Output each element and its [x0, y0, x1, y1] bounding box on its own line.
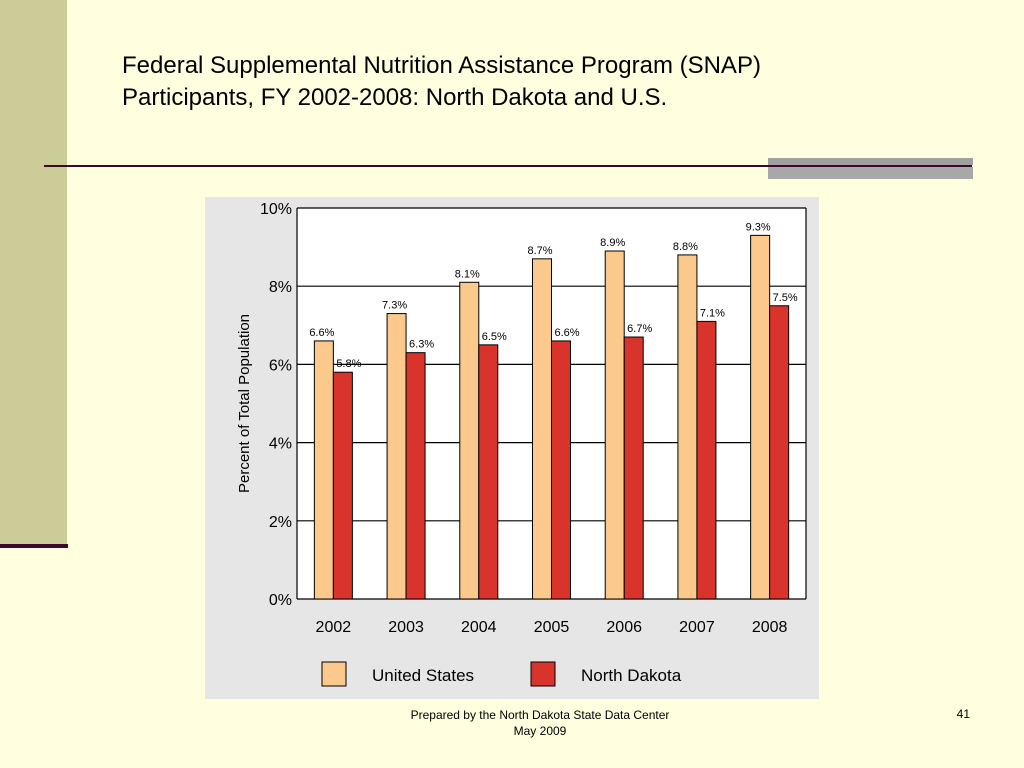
- title-rule-accent-top: [768, 158, 973, 165]
- data-label: 7.1%: [700, 307, 725, 319]
- x-tick-label: 2002: [316, 619, 352, 636]
- bar-us: [677, 254, 698, 600]
- footer-line-1: Prepared by the North Dakota State Data …: [410, 708, 670, 722]
- bar-nd: [769, 305, 790, 600]
- bar-nd: [478, 344, 499, 600]
- bar-us: [313, 340, 334, 600]
- footer: Prepared by the North Dakota State Data …: [340, 707, 740, 739]
- data-label: 6.7%: [627, 323, 652, 335]
- bar-nd: [696, 320, 717, 600]
- data-label: 6.3%: [409, 339, 434, 351]
- data-label: 6.6%: [554, 327, 579, 339]
- x-tick-label: 2004: [461, 619, 497, 636]
- slide-title: Federal Supplemental Nutrition Assistanc…: [122, 50, 942, 114]
- bar-us: [604, 250, 625, 600]
- y-tick-label: 10%: [260, 201, 292, 218]
- data-label: 8.7%: [527, 245, 552, 257]
- y-tick-label: 2%: [269, 514, 292, 531]
- y-tick-label: 4%: [269, 436, 292, 453]
- data-label: 8.1%: [455, 268, 480, 280]
- x-tick-label: 2003: [388, 619, 424, 636]
- title-rule: [44, 165, 972, 167]
- title-rule-accent-bottom: [768, 167, 973, 179]
- bar-nd: [332, 371, 353, 600]
- bar-chart: 0% 2% 4% 6% 8% 10% Percent of Total Population…: [205, 197, 819, 699]
- bar-us: [532, 258, 552, 600]
- data-label: 6.5%: [482, 331, 507, 343]
- sidebar-underline: [0, 544, 68, 548]
- x-tick-label: 2006: [606, 619, 642, 636]
- bar-us: [386, 313, 407, 600]
- data-label: 8.9%: [600, 237, 625, 249]
- bar-nd: [405, 352, 426, 600]
- legend-label: North Dakota: [581, 666, 682, 685]
- x-tick-label: 2007: [679, 619, 715, 636]
- y-tick-label: 6%: [269, 357, 292, 374]
- legend-swatch: [321, 661, 347, 687]
- x-tick-label: 2005: [534, 619, 570, 636]
- y-tick-label: 0%: [269, 592, 292, 609]
- bar-nd: [551, 340, 571, 600]
- data-label: 9.3%: [746, 221, 771, 233]
- y-tick-label: 8%: [269, 279, 292, 296]
- data-label: 6.6%: [309, 327, 334, 339]
- y-axis-label: Percent of Total Population: [236, 314, 253, 493]
- x-tick-label: 2008: [752, 619, 788, 636]
- legend-swatch: [530, 661, 556, 687]
- data-label: 8.8%: [673, 241, 698, 253]
- bar-us: [459, 281, 480, 600]
- data-label: 7.5%: [773, 292, 798, 304]
- bar-us: [750, 234, 771, 600]
- chart-container: 0% 2% 4% 6% 8% 10% Percent of Total Population…: [205, 197, 819, 699]
- footer-line-2: May 2009: [513, 724, 567, 738]
- sidebar-decoration: [0, 0, 67, 545]
- legend-label: United States: [372, 666, 474, 685]
- slide-title-line-2: Participants, FY 2002-2008: North Dakota…: [122, 84, 668, 111]
- slide-title-line-1: Federal Supplemental Nutrition Assistanc…: [122, 52, 761, 79]
- data-label: 7.3%: [382, 300, 407, 312]
- data-label: 5.8%: [336, 358, 361, 370]
- bar-nd: [623, 336, 644, 600]
- page-number: 41: [956, 707, 970, 721]
